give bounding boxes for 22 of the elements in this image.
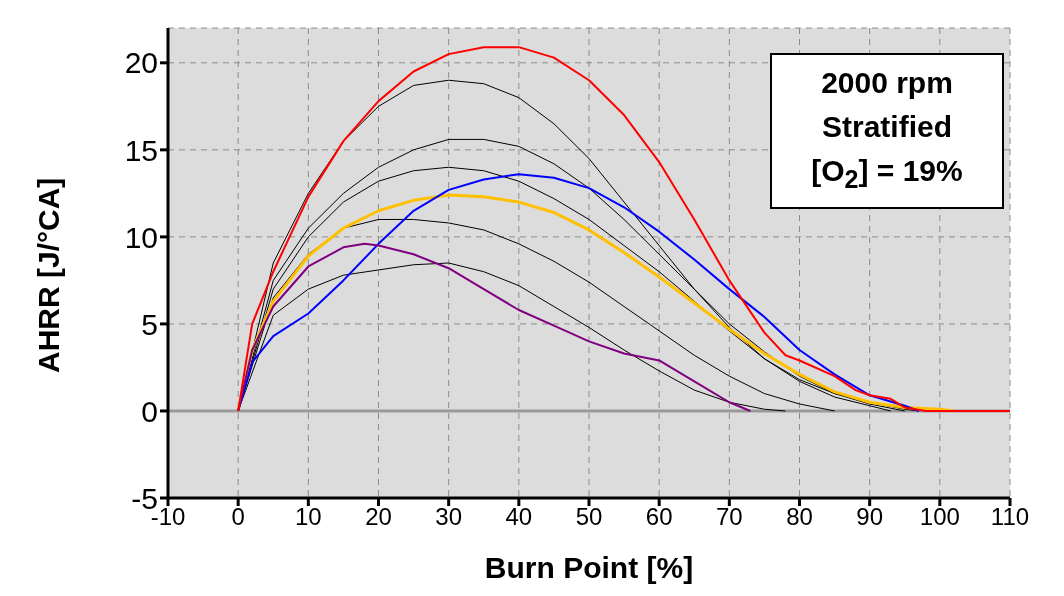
x-tick-label: 0 <box>231 503 245 531</box>
y-tick-label: 5 <box>141 307 158 341</box>
x-tick-label: 20 <box>365 503 392 531</box>
x-tick-label: 30 <box>435 503 463 531</box>
x-tick-label: 60 <box>645 503 673 531</box>
x-tick-label: 70 <box>715 503 743 531</box>
x-tick-label: 50 <box>575 503 603 531</box>
y-tick-label: 0 <box>141 394 158 428</box>
y-tick-label: 15 <box>124 133 158 167</box>
annotation: Stratified <box>821 109 953 145</box>
x-axis-title: Burn Point [%] <box>484 551 694 584</box>
annotation: 2000 rpm <box>820 65 954 101</box>
y-tick-label: 20 <box>124 46 158 80</box>
y-tick-label: 10 <box>124 220 158 254</box>
x-tick-label: 90 <box>856 503 884 531</box>
annotation: [O$_{2}$] = 19% <box>810 153 964 195</box>
y-axis-title: AHRR [J/°CA] <box>31 177 65 373</box>
x-tick-label: 10 <box>294 503 322 531</box>
x-tick-label: 40 <box>505 503 533 531</box>
x-tick-label: 80 <box>786 503 813 531</box>
x-tick-label: 110 <box>990 503 1030 531</box>
x-tick-label: 100 <box>919 503 960 531</box>
